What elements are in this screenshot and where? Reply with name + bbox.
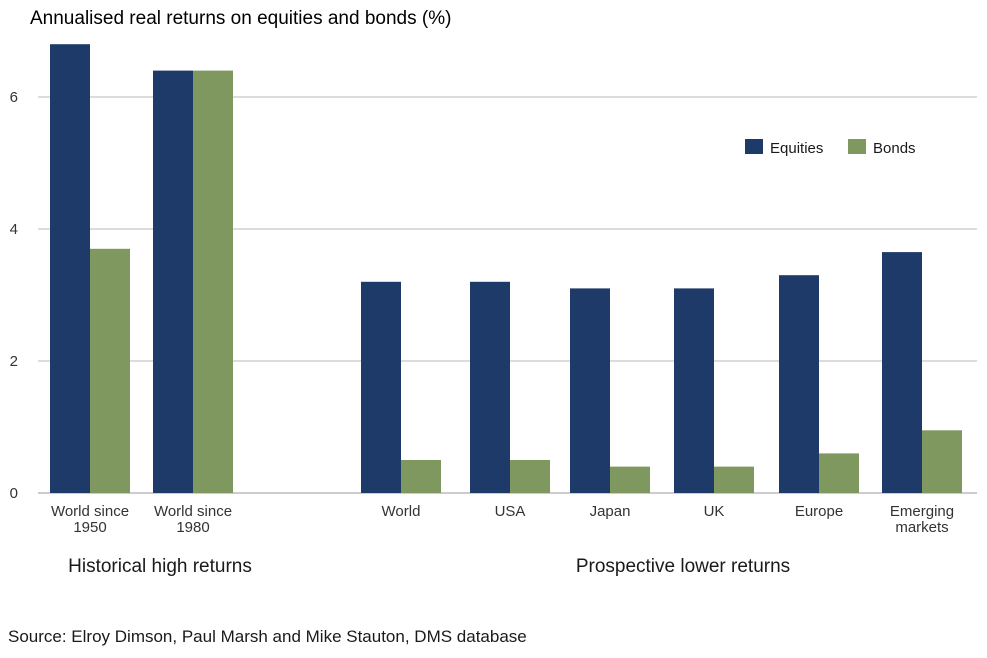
bonds-bar xyxy=(510,460,550,493)
bonds-bar xyxy=(819,453,859,493)
bonds-bar xyxy=(922,430,962,493)
x-tick-label: Europe xyxy=(795,503,843,520)
bonds-bar xyxy=(714,466,754,493)
equities-bar xyxy=(882,252,922,493)
x-tick-label: World since xyxy=(51,503,129,520)
x-tick-label: UK xyxy=(704,503,725,520)
legend: Equities Bonds xyxy=(745,139,916,157)
group-label-prospective: Prospective lower returns xyxy=(576,556,790,577)
bonds-bar xyxy=(90,248,130,493)
y-tick-label: 6 xyxy=(10,89,18,106)
x-tick-label: 1980 xyxy=(176,519,209,536)
equities-bar xyxy=(570,288,610,493)
y-tick-label: 2 xyxy=(10,353,18,370)
x-tick-label: Japan xyxy=(590,503,631,520)
legend-label: Equities xyxy=(770,140,823,157)
equities-bar xyxy=(153,70,193,493)
bonds-bar xyxy=(610,466,650,493)
legend-label: Bonds xyxy=(873,140,916,157)
source-note: Source: Elroy Dimson, Paul Marsh and Mik… xyxy=(8,627,527,646)
legend-swatch xyxy=(745,139,763,154)
bonds-bar xyxy=(193,70,233,493)
equities-bar xyxy=(779,275,819,493)
equities-bar xyxy=(470,281,510,493)
bonds-bar xyxy=(401,460,441,493)
y-axis: 0 2 4 6 xyxy=(10,89,18,502)
equities-bar xyxy=(361,281,401,493)
group-label-historical: Historical high returns xyxy=(68,556,252,577)
x-tick-label: World since xyxy=(154,503,232,520)
y-tick-label: 4 xyxy=(10,221,18,238)
x-tick-label: Emerging xyxy=(890,503,954,520)
x-tick-label: USA xyxy=(495,503,526,520)
y-tick-label: 0 xyxy=(10,485,18,502)
bars xyxy=(50,44,962,493)
x-tick-label: markets xyxy=(895,519,948,536)
x-tick-label: World xyxy=(382,503,421,520)
equities-bar xyxy=(674,288,714,493)
legend-swatch xyxy=(848,139,866,154)
chart-title: Annualised real returns on equities and … xyxy=(30,8,451,29)
equities-bar xyxy=(50,44,90,493)
x-tick-label: 1950 xyxy=(73,519,106,536)
